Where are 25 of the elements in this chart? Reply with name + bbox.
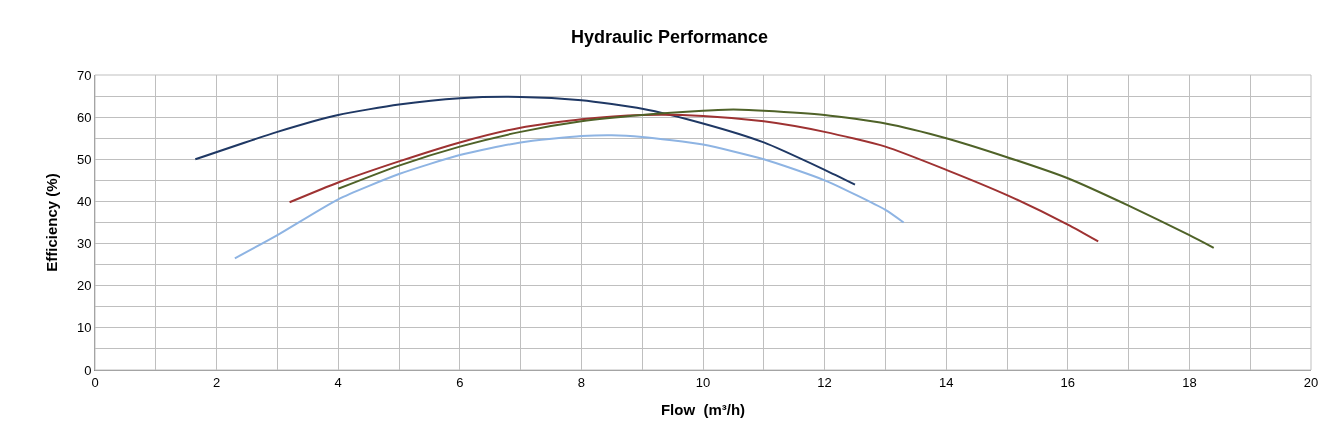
x-tick-label: 4 xyxy=(334,374,342,390)
line-series xyxy=(288,113,1100,243)
x-tick-label: 2 xyxy=(212,374,221,390)
y-tick-label: 40 xyxy=(76,193,92,209)
x-tick-label: 18 xyxy=(1182,374,1197,390)
chart-title: Hydraulic Performance xyxy=(570,26,769,47)
y-tick-label: 0 xyxy=(84,362,92,378)
y-axis-title: Efficiency (%) xyxy=(43,173,61,272)
line-series xyxy=(233,134,905,260)
x-axis-title: Flow (m³/h) xyxy=(660,400,746,418)
x-tick-label: 14 xyxy=(938,374,954,390)
line-series xyxy=(337,108,1215,249)
x-tick-label: 6 xyxy=(456,374,464,390)
y-tick-label: 60 xyxy=(76,109,92,125)
x-tick-label: 16 xyxy=(1060,374,1076,390)
line-series xyxy=(194,95,856,186)
y-tick-label: 20 xyxy=(76,278,92,294)
x-tick-label: 8 xyxy=(577,374,586,390)
x-tick-label: 10 xyxy=(695,374,711,390)
y-tick-label: 70 xyxy=(76,67,92,83)
y-tick-label: 30 xyxy=(76,236,92,252)
y-tick-label: 50 xyxy=(76,151,92,167)
x-tick-label: 20 xyxy=(1303,374,1319,390)
y-tick-label: 10 xyxy=(76,320,92,336)
x-tick-label: 12 xyxy=(817,374,832,390)
